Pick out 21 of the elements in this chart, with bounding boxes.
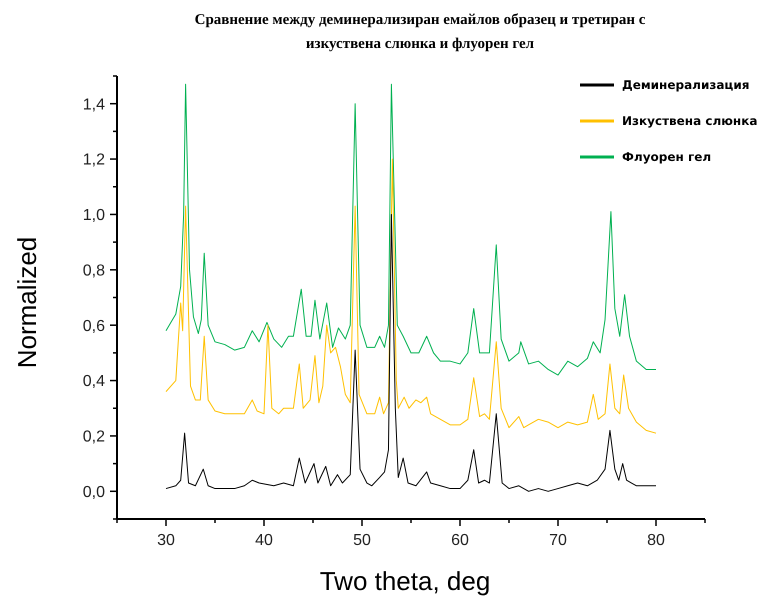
- legend-label: Деминерализация: [622, 78, 750, 92]
- y-axis-title: Normalized: [12, 236, 42, 368]
- y-tick-label: 0,0: [82, 484, 106, 501]
- legend-label: Флуорен гел: [622, 150, 712, 164]
- y-tick-label: 0,6: [82, 318, 106, 335]
- chart-title: Сравнение между деминерализиран емайлов образец и третиран с изкуствена слюнка и флуорен гел: [194, 12, 646, 52]
- x-tick-label: 50: [353, 532, 371, 549]
- y-tick-label: 0,2: [82, 428, 106, 446]
- x-axis-title: Two theta, deg: [320, 566, 490, 596]
- legend-label: Изкуствена слюнка: [622, 114, 758, 128]
- x-tick-label: 30: [157, 532, 175, 549]
- y-tick-label: 0,4: [82, 373, 106, 390]
- x-tick-label: 80: [647, 532, 665, 549]
- line-series: [166, 214, 656, 492]
- y-tick-label: 1,0: [82, 207, 106, 224]
- x-tick-label: 70: [549, 532, 567, 549]
- y-tick-label: 0,8: [82, 262, 106, 280]
- y-tick-label: 1,4: [82, 96, 106, 114]
- x-tick-label: 40: [255, 532, 273, 549]
- x-tick-label: 60: [451, 532, 469, 549]
- y-tick-label: 1,2: [82, 152, 106, 169]
